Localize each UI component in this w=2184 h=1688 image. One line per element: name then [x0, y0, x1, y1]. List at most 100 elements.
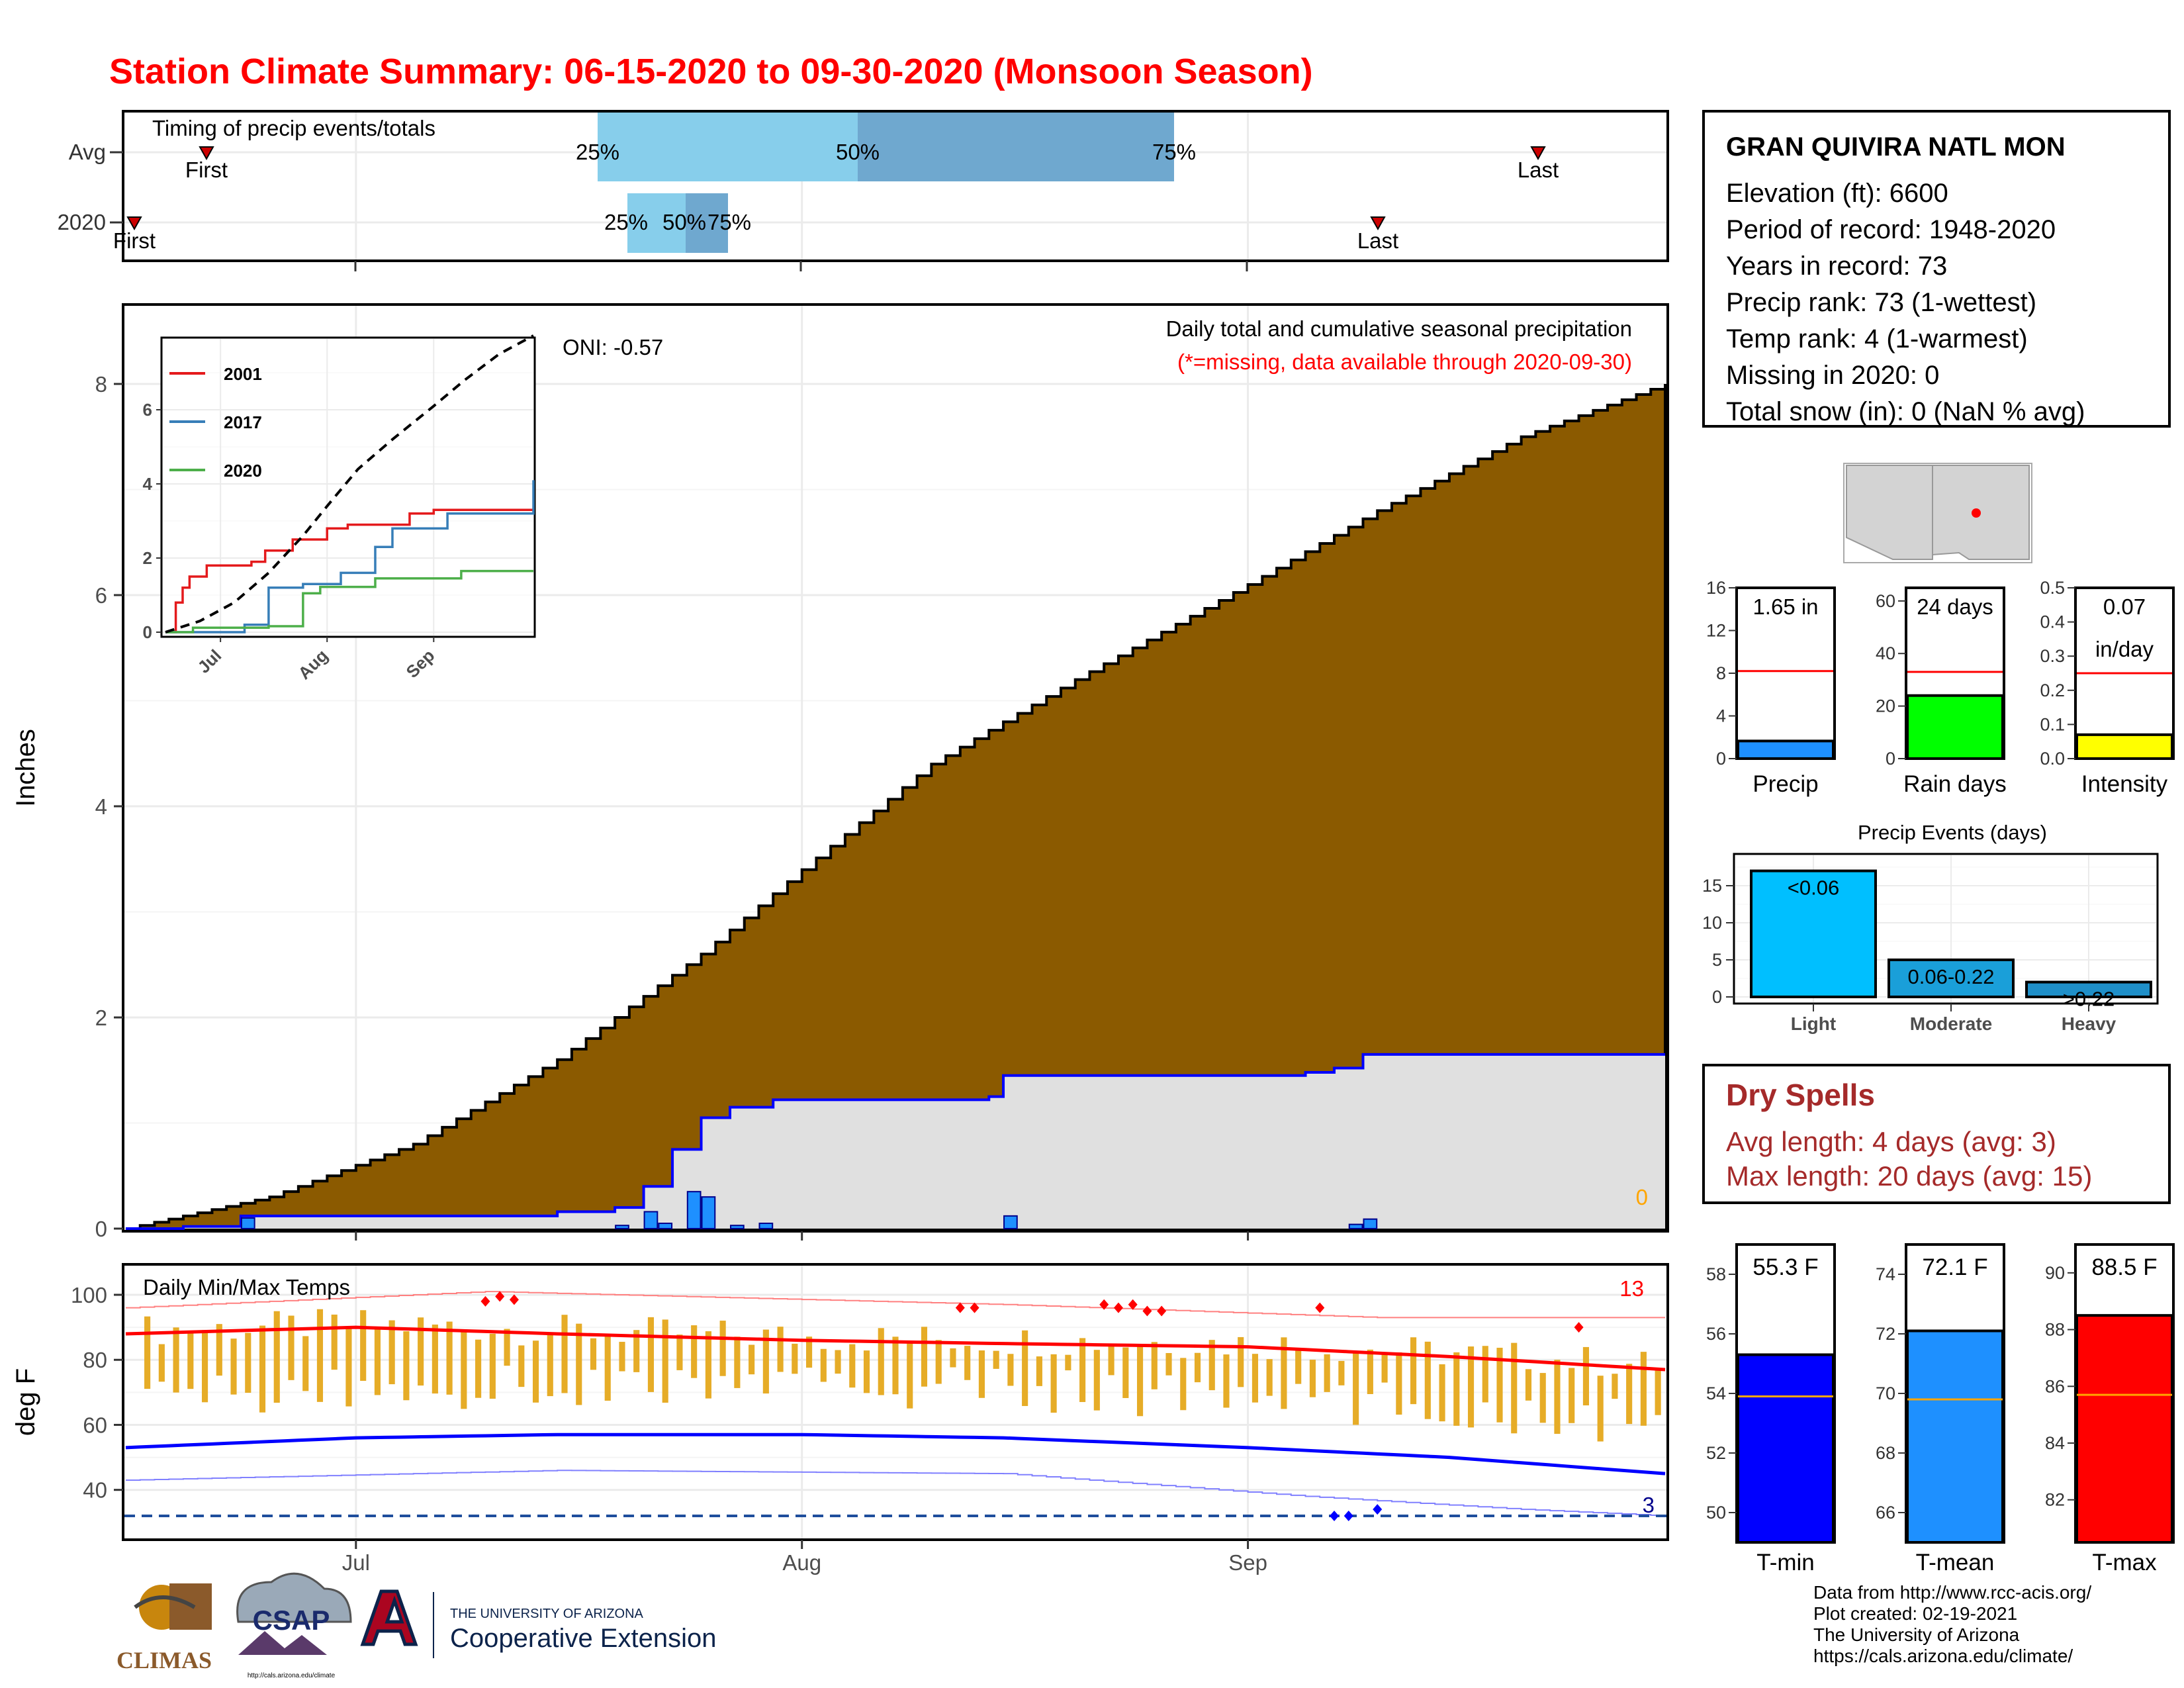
precip-panel: Inches 0 2 4 6 8 Daily total and cumulative … [11, 303, 1669, 1241]
daily-temp-range-bar [374, 1327, 381, 1395]
temp-ytick-label: 56 [1706, 1324, 1726, 1344]
record-high-marker [1574, 1322, 1584, 1333]
daily-temp-range-bar [1050, 1354, 1057, 1413]
daily-temp-range-bar [461, 1330, 467, 1409]
temp-xlabel: T-max [2092, 1550, 2157, 1575]
events-panel: Precip Events (days) <0.06 Light 0.06-0.22… [1702, 821, 2159, 1034]
y2020-iqr-high [686, 193, 728, 253]
daily-temp-range-bar [518, 1345, 525, 1387]
daily-temp-range-bar [1022, 1330, 1028, 1407]
station-temp-rank: Temp rank: 4 (1-warmest) [1726, 324, 2028, 353]
small-value-label: 1.65 in [1752, 594, 1818, 619]
daily-temp-range-bar [1353, 1352, 1359, 1425]
climas-text: CLIMAS [116, 1647, 212, 1673]
daily-temp-range-bar [475, 1339, 482, 1398]
record-high-marker [480, 1295, 490, 1307]
small-ytick-label: 0.0 [2040, 749, 2065, 769]
small-ytick-label: 4 [1716, 706, 1726, 726]
temp-xlabel: T-min [1756, 1550, 1815, 1575]
daily-temp-range-bar [1295, 1348, 1302, 1384]
csap-url: http://cals.arizona.edu/climate [248, 1672, 336, 1679]
credit-source: Data from http://www.rcc-acis.org/ [1813, 1582, 2092, 1603]
precip-ytick-label: 0 [95, 1217, 107, 1241]
temp-value-bar [2075, 1314, 2173, 1544]
timing-label: Timing of precip events/totals [152, 116, 435, 140]
avg-iqr-high [858, 113, 1174, 181]
credit-university: The University of Arizona [1813, 1624, 2020, 1645]
daily-temp-range-bar [1453, 1352, 1460, 1426]
daily-temp-range-bar [432, 1324, 438, 1394]
avg-last-label: Last [1518, 158, 1559, 182]
daily-temp-range-bar [777, 1327, 784, 1372]
station-missing: Missing in 2020: 0 [1726, 361, 1940, 390]
dry-spells-title: Dry Spells [1726, 1078, 1875, 1112]
record-low-marker [1373, 1504, 1383, 1515]
daily-temp-range-bar [993, 1350, 999, 1369]
y2020-p75-label: 75% [707, 210, 751, 234]
daily-temp-range-bar [1208, 1340, 1215, 1391]
daily-precip-bar [701, 1196, 716, 1230]
temp-ytick-label: 80 [83, 1348, 107, 1372]
daily-temp-range-bar [216, 1324, 222, 1376]
small-value-label: 24 days [1917, 594, 1993, 619]
temp-ytick-label: 90 [2045, 1263, 2065, 1283]
daily-temp-range-bar [1266, 1359, 1273, 1396]
small-ytick-label: 0.1 [2040, 714, 2065, 734]
inset-line-2020 [165, 569, 533, 633]
daily-temp-range-bar [1525, 1369, 1532, 1401]
event-ytick-label: 0 [1712, 987, 1722, 1007]
ua-line1: THE UNIVERSITY OF ARIZONA [450, 1607, 644, 1621]
inset-legend-2017: 2017 [224, 412, 262, 432]
csap-text: CSAP [253, 1605, 330, 1636]
temp-ytick-label: 88 [2045, 1320, 2065, 1340]
daily-temp-range-bar [1065, 1354, 1071, 1371]
daily-temp-range-bar [719, 1321, 726, 1376]
daily-precip-bar [1363, 1218, 1378, 1230]
daily-temp-range-bar [1554, 1360, 1561, 1434]
daily-temp-range-bar [547, 1333, 553, 1397]
record-high-marker [1315, 1302, 1325, 1313]
daily-precip-bar [615, 1225, 629, 1229]
small-value-bar [2075, 733, 2173, 761]
daily-temp-range-bar [1079, 1338, 1086, 1402]
daily-temp-range-bar [1165, 1352, 1172, 1376]
daily-temp-range-bar [1324, 1354, 1330, 1392]
record-high-marker [1099, 1299, 1109, 1310]
y2020-p50-label: 50% [662, 210, 706, 234]
daily-temp-range-bar [1410, 1337, 1417, 1405]
record-high-marker [1142, 1305, 1152, 1317]
daily-temp-range-bar [662, 1319, 668, 1403]
temp-xlabel: T-mean [1916, 1550, 1995, 1575]
avg-first-label: First [185, 158, 228, 182]
temp-ytick-label: 72 [1876, 1324, 1895, 1344]
station-info-box: GRAN QUIVIRA NATL MON Elevation (ft): 66… [1702, 110, 2171, 428]
small-panel-frame [1735, 586, 1836, 760]
inset-ytick-label: 4 [143, 474, 153, 494]
daily-temp-range-bar [345, 1326, 352, 1407]
daily-temp-range-bar [1367, 1349, 1373, 1394]
tmin-avg-line [125, 1432, 1666, 1476]
daily-temp-range-bar [619, 1342, 625, 1372]
record-low-marker [1343, 1511, 1353, 1521]
inset-line-2017 [165, 480, 535, 633]
daily-temp-range-bar [907, 1341, 913, 1409]
daily-temp-range-bar [647, 1317, 655, 1392]
inset-legend-2001: 2001 [224, 364, 262, 384]
inset-legend-2020: 2020 [224, 461, 262, 481]
daily-temp-range-bar [1108, 1345, 1115, 1376]
station-precip-rank: Precip rank: 73 (1-wettest) [1726, 288, 2037, 317]
daily-temp-range-bar [820, 1348, 827, 1382]
event-ytick-label: 15 [1702, 876, 1722, 896]
daily-temp-range-bar [1482, 1346, 1488, 1403]
daily-temp-range-bar [1496, 1348, 1503, 1423]
daily-temp-range-bar [259, 1325, 266, 1413]
daily-temp-range-bar [288, 1315, 295, 1380]
daily-temp-range-bar [1309, 1360, 1316, 1397]
temp-panel: deg F 40 60 80 100 Jul Aug Sep Daily Min/Max … [11, 1263, 1669, 1575]
locator-map [1843, 463, 2032, 563]
daily-temp-range-bar [1251, 1354, 1259, 1403]
inset-line-2001 [165, 508, 533, 633]
daily-temp-range-bar [762, 1329, 769, 1394]
daily-precip-bar [643, 1211, 659, 1229]
temp-ytick-label: 68 [1876, 1443, 1895, 1463]
